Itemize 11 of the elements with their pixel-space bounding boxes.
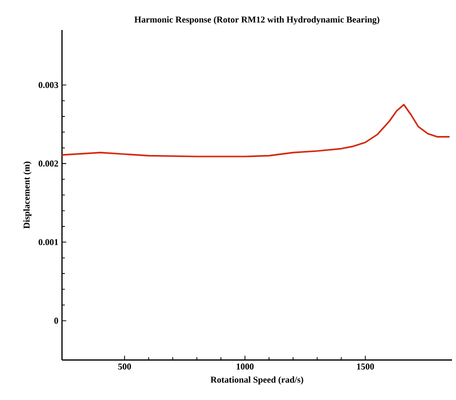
- line-series: [62, 104, 450, 158]
- chart-title: Harmonic Response (Rotor RM12 with Hydrodynamic Bearing): [134, 16, 380, 24]
- x-tick-label: 500: [118, 364, 131, 370]
- y-axis-title: Displacement (m): [23, 162, 32, 229]
- y-tick-label: 0: [54, 318, 58, 324]
- x-tick-label: 1500: [357, 364, 374, 370]
- x-tick-label: 1000: [236, 364, 254, 370]
- y-tick-label: 0.001: [38, 239, 58, 246]
- y-tick-label: 0.003: [38, 82, 58, 88]
- y-tick-label: 0.002: [38, 160, 58, 167]
- x-axis-title: Rotational Speed (rad/s): [210, 376, 304, 385]
